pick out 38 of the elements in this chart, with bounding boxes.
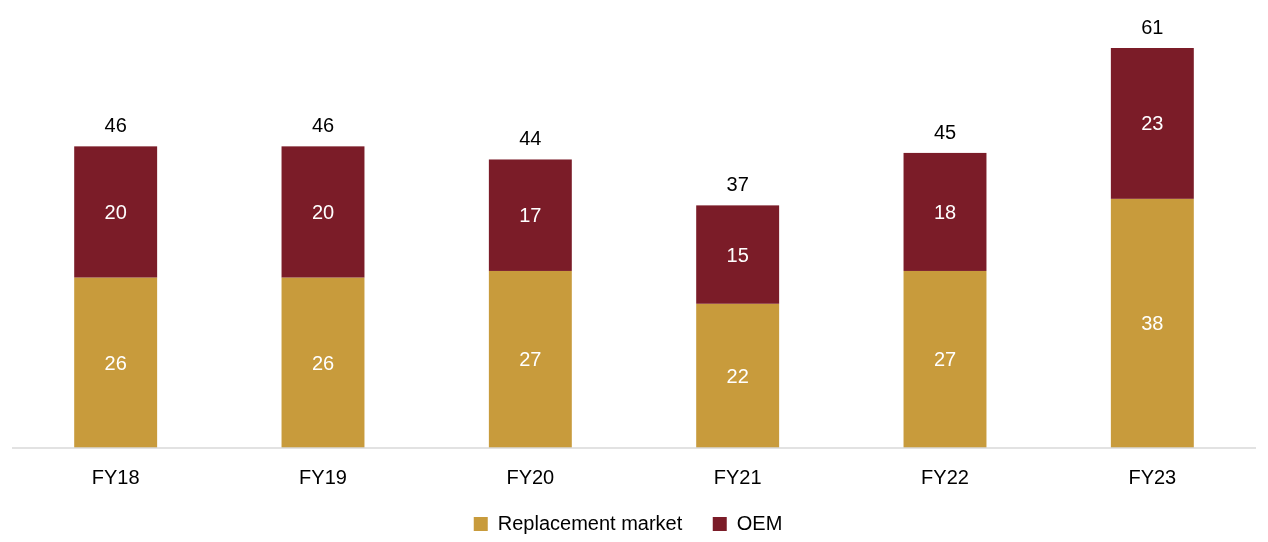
x-tick-label: FY22 xyxy=(921,466,969,488)
bar xyxy=(281,277,365,448)
legend-label: OEM xyxy=(736,512,783,534)
x-tick-label: FY21 xyxy=(713,466,762,488)
bar xyxy=(696,303,780,448)
data-label: 18 xyxy=(933,200,957,223)
data-label: 20 xyxy=(104,200,127,223)
bar xyxy=(1110,198,1194,448)
x-tick-label: FY20 xyxy=(506,466,555,488)
bar xyxy=(74,277,158,448)
data-label: 22 xyxy=(726,364,749,387)
bar xyxy=(488,270,572,448)
x-tick-label: FY23 xyxy=(1128,466,1177,488)
bar xyxy=(696,205,780,304)
bar xyxy=(903,152,987,271)
bar xyxy=(281,146,365,278)
data-label: 27 xyxy=(519,348,542,371)
data-label: 15 xyxy=(726,243,749,266)
x-tick-label: FY18 xyxy=(91,466,140,488)
data-label: 26 xyxy=(104,351,127,374)
total-label: 37 xyxy=(726,173,749,196)
data-label: 26 xyxy=(311,351,335,374)
data-label: 17 xyxy=(519,204,542,227)
data-label: 38 xyxy=(1141,312,1164,335)
bar xyxy=(903,270,987,448)
data-label: 23 xyxy=(1141,112,1164,135)
total-label: 46 xyxy=(311,114,335,137)
x-tick-label: FY19 xyxy=(299,466,347,488)
bar xyxy=(488,159,572,271)
bar xyxy=(1110,48,1194,199)
bar xyxy=(74,146,158,278)
total-label: 45 xyxy=(933,120,957,143)
legend-label: Replacement market xyxy=(497,512,683,534)
total-label: 44 xyxy=(519,127,542,150)
total-label: 46 xyxy=(104,114,127,137)
data-label: 20 xyxy=(311,200,335,223)
data-label: 27 xyxy=(933,348,957,371)
total-label: 61 xyxy=(1141,16,1164,38)
